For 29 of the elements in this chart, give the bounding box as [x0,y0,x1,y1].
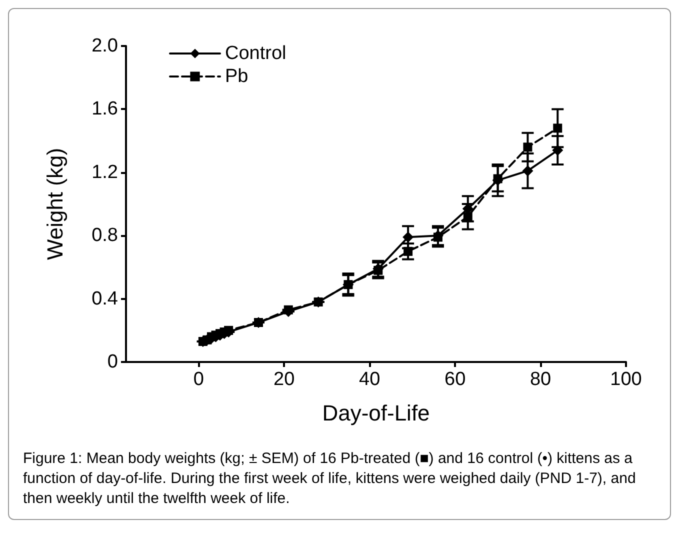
point [402,232,414,243]
point [553,124,562,133]
x-tick-label: 100 [610,369,642,390]
caption: Figure 1: Mean body weights (kg; ± SEM) of 16 Pb-treated (■) and 16 control (•) kittens as a function of day-of-life. During the first week of life, kittens were weighed daily (PND 1-7), and then weekly until the twelfth week of life. [22,449,637,509]
y-tick-label: 0.4 [92,288,118,310]
point [552,144,564,156]
legend-label: Control [225,43,286,64]
point [224,326,234,335]
point [374,266,383,275]
y-tick-label: 1.6 [92,98,118,120]
x-tick-label: 20 [274,369,295,390]
x-tick-label: 80 [530,369,552,390]
y-tick-label: 0.8 [92,225,118,246]
y-axis-title: Weight (kg) [42,148,68,260]
point [284,305,293,314]
legend-label: Pb [225,66,248,87]
x-tick-label: 0 [193,369,204,390]
y-tick-label: 0 [107,352,118,372]
point [433,232,442,242]
point [523,142,532,152]
x-tick-label: 60 [444,369,466,390]
point [463,212,472,222]
y-tick-label: 1.2 [92,162,118,183]
point [404,246,413,256]
x-tick-label: 40 [359,369,380,390]
x-axis-title: Day-of-Life [322,400,430,426]
point [522,165,534,176]
point [493,174,502,184]
y-tick-label: 2.0 [92,36,118,56]
